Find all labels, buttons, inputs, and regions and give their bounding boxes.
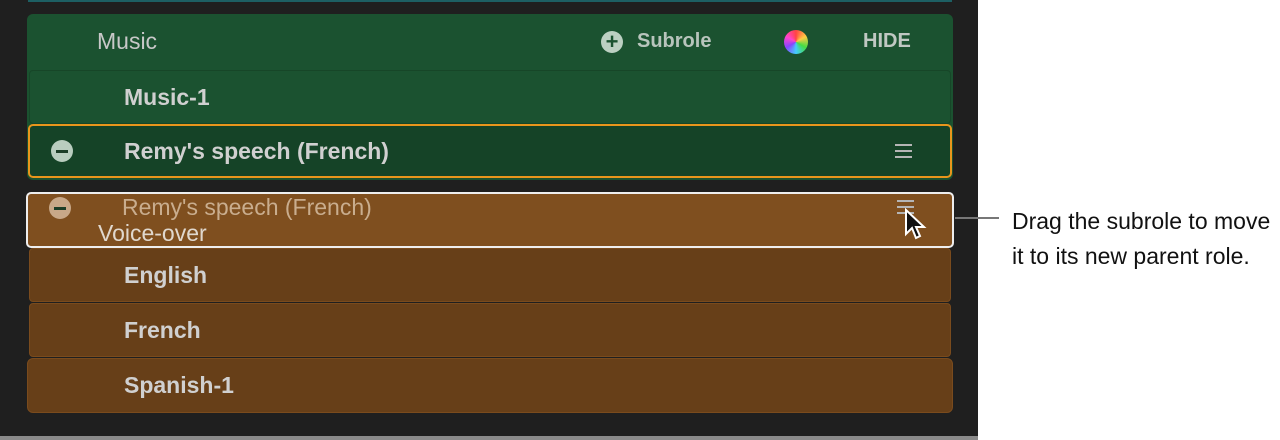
subrole-label: English [124,261,208,288]
subrole-row-selected[interactable]: Remy's speech (French) [28,124,952,178]
add-subrole-button[interactable]: Subrole [637,30,712,52]
hide-button[interactable]: HIDE [863,30,911,52]
dragged-subrole-label: Remy's speech (French) [122,194,372,220]
plus-icon[interactable]: + [601,30,623,53]
divider [0,436,978,440]
roles-panel: Music + Subrole HIDE Music-1 Remy's spee… [0,0,978,437]
divider [28,0,952,2]
cursor-arrow-icon [905,208,927,240]
remove-subrole-icon[interactable] [51,140,73,162]
subrole-label: Music-1 [124,83,210,110]
music-role-header[interactable]: Music + Subrole HIDE [27,14,953,69]
role-name: Music [97,28,158,54]
callout-line [955,217,999,219]
subrole-row[interactable]: Music-1 [29,70,951,124]
role-name: Voice-over [98,220,207,246]
subrole-row[interactable]: French [29,303,951,357]
subrole-label: French [124,316,201,343]
subrole-row[interactable]: English [29,248,951,302]
callout-text: Drag the subrole to move it to its new p… [1012,208,1271,269]
subrole-label: Spanish-1 [124,372,234,398]
subrole-row[interactable]: Spanish-1 [27,358,953,413]
drag-handle-icon[interactable] [895,144,912,158]
voiceover-role-header[interactable]: Remy's speech (French) Voice-over [26,192,954,248]
remove-subrole-icon[interactable] [49,197,71,219]
subrole-label: Remy's speech (French) [124,137,389,164]
color-picker-icon[interactable] [784,29,808,54]
